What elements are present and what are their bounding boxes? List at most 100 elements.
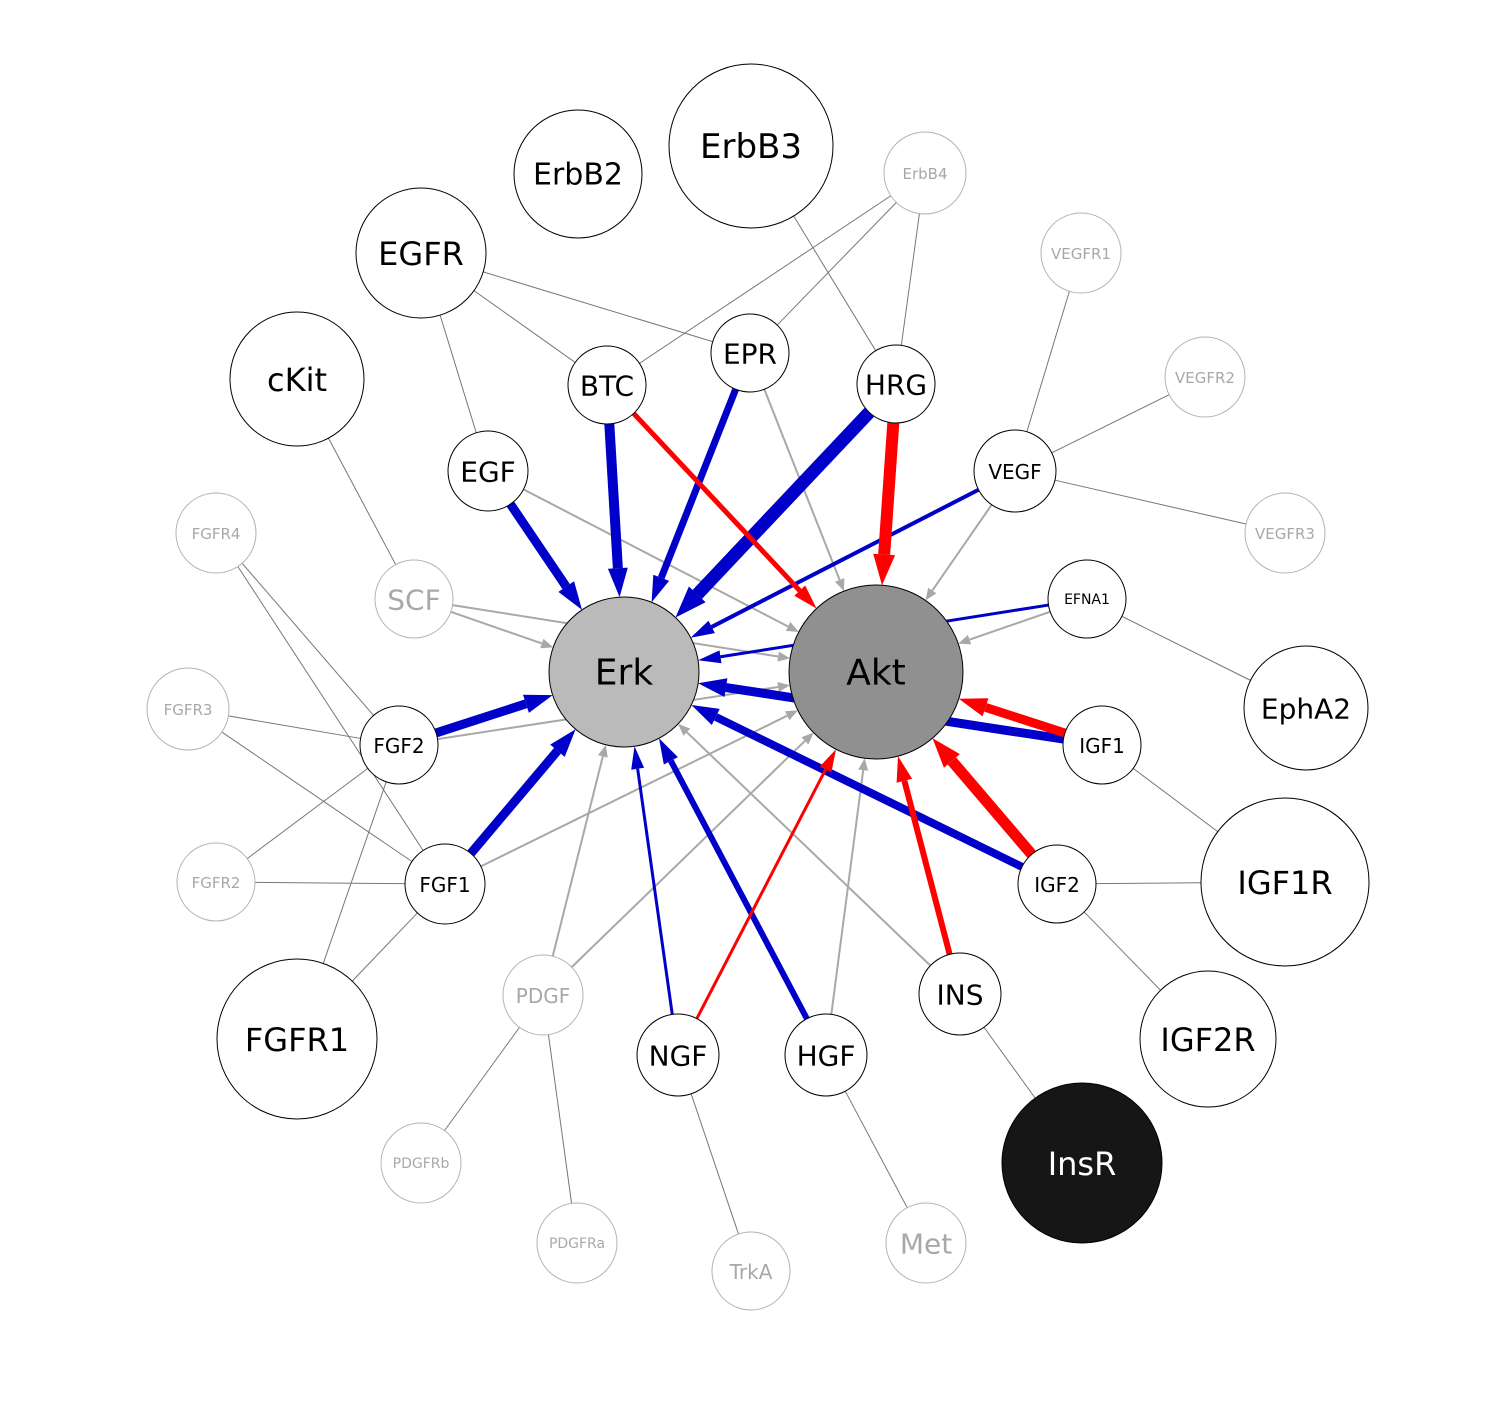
edge-ngf-trka: [690, 1093, 739, 1235]
edge-fgf1-akt: [480, 710, 798, 868]
node-circle: [146, 667, 230, 751]
node-circle: [1139, 970, 1277, 1108]
node-fgfr1: FGFR1: [216, 958, 378, 1120]
edge-fgfr3-fgf1: [221, 731, 413, 862]
node-circle: [380, 1122, 462, 1204]
node-circle: [1200, 797, 1370, 967]
node-label: PDGF: [516, 984, 570, 1008]
node-insr: InsR: [1001, 1082, 1163, 1244]
edge-igf2-akt: [932, 738, 1036, 858]
edge-efna1-akt: [958, 610, 1051, 645]
node-circle: [404, 843, 486, 925]
edge-pdgf-erk: [551, 744, 608, 957]
node-circle: [216, 958, 378, 1120]
edge-fgfr1-fgf2: [322, 781, 387, 964]
node-circle: [788, 584, 964, 760]
edge-egfr-egf: [439, 314, 477, 433]
edge-pdgf-pdgfrb: [444, 1027, 520, 1131]
node-label: FGFR4: [192, 525, 241, 543]
edge-btc-akt: [631, 411, 817, 609]
node-circle: [784, 1013, 868, 1097]
node-igf2: IGF2: [1017, 844, 1097, 924]
node-epr: EPR: [710, 313, 790, 393]
node-igf1: IGF1: [1062, 705, 1142, 785]
node-label: VEGF: [988, 460, 1041, 484]
node-label: FGFR3: [164, 701, 213, 719]
node-label: TrkA: [729, 1260, 773, 1284]
node-vegf: VEGF: [973, 429, 1057, 513]
node-ins: INS: [918, 952, 1002, 1036]
node-label: IGF1R: [1237, 864, 1332, 902]
edges-layer: [221, 195, 1251, 1235]
node-fgf2: FGF2: [359, 705, 439, 785]
edge-erbb3-hrg: [793, 215, 877, 351]
node-label: PDGFRa: [549, 1236, 605, 1252]
node-pdgf: PDGF: [502, 954, 584, 1036]
node-fgfr4: FGFR4: [175, 492, 257, 574]
node-label: IGF1: [1079, 734, 1125, 758]
edge-efna1-epha2: [1121, 615, 1251, 681]
edge-fgf2-erk: [434, 694, 553, 738]
node-label: Akt: [846, 653, 906, 694]
edge-igf2-erk: [691, 705, 1024, 871]
edge-erbb4-epr: [776, 202, 897, 326]
edge-fgf1-erk: [467, 729, 576, 857]
node-circle: [1243, 645, 1369, 771]
node-ckit: cKit: [229, 311, 365, 447]
edge-egf-akt: [523, 488, 799, 632]
node-label: EFNA1: [1064, 592, 1110, 608]
node-label: FGFR2: [192, 874, 241, 892]
edge-egfr-epr: [483, 271, 713, 343]
node-label: ErbB3: [700, 127, 802, 167]
edge-ngf-akt: [695, 749, 836, 1020]
edge-ngf-erk: [631, 746, 674, 1015]
node-label: EGFR: [378, 235, 464, 273]
node-fgfr2: FGFR2: [176, 842, 256, 922]
node-label: FGF2: [373, 734, 424, 758]
node-akt: Akt: [788, 584, 964, 760]
edge-egfr-btc: [473, 290, 576, 363]
node-circle: [1040, 212, 1122, 294]
node-label: InsR: [1048, 1145, 1117, 1183]
node-label: PDGFRb: [393, 1156, 450, 1172]
edge-igf1-akt: [958, 698, 1067, 738]
edge-hgf-akt: [830, 758, 869, 1015]
node-label: ErbB2: [533, 158, 623, 193]
node-label: NGF: [649, 1040, 708, 1073]
node-erk: Erk: [548, 596, 700, 748]
edge-ins-akt: [896, 756, 953, 956]
node-circle: [668, 63, 834, 229]
node-label: HRG: [865, 369, 927, 402]
node-circle: [359, 705, 439, 785]
edge-fgfr3-fgf2: [228, 715, 361, 739]
node-label: SCF: [387, 584, 440, 617]
node-igf1r: IGF1R: [1200, 797, 1370, 967]
node-erbb2: ErbB2: [513, 109, 643, 239]
node-label: IGF2R: [1160, 1021, 1255, 1059]
node-label: Met: [900, 1228, 952, 1261]
node-circle: [710, 313, 790, 393]
edge-scf-erk: [450, 610, 554, 649]
node-label: EGF: [460, 456, 516, 489]
node-circle: [374, 559, 454, 639]
node-vegfr2: VEGFR2: [1164, 336, 1246, 418]
node-circle: [918, 952, 1002, 1036]
node-circle: [1164, 336, 1246, 418]
node-label: HGF: [797, 1040, 856, 1073]
node-fgfr3: FGFR3: [146, 667, 230, 751]
edge-ins-insr: [983, 1026, 1036, 1099]
node-vegfr3: VEGFR3: [1244, 492, 1326, 574]
edge-fgfr2-fgf2: [246, 767, 369, 860]
node-circle: [973, 429, 1057, 513]
node-circle: [176, 842, 256, 922]
edge-fgfr1-fgf1: [351, 912, 418, 982]
node-circle: [856, 344, 936, 424]
edge-ins-erk: [678, 723, 932, 967]
edge-ckit-scf: [328, 437, 397, 565]
node-circle: [355, 187, 487, 319]
edge-hrg-erk: [675, 407, 874, 618]
node-circle: [536, 1202, 618, 1284]
edge-egf-erk: [506, 501, 582, 610]
node-egfr: EGFR: [355, 187, 487, 319]
